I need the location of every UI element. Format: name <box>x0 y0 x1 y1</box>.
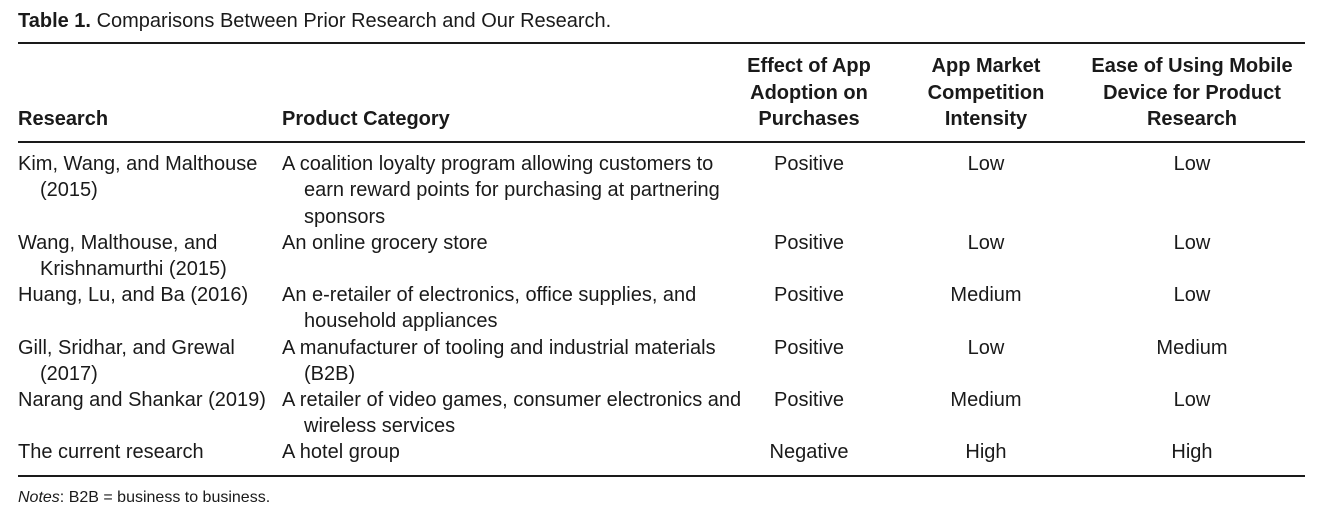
product-category-cell: A hotel group <box>282 441 400 463</box>
product-category-cell: An online grocery store <box>282 232 488 254</box>
ease-cell: High <box>1171 441 1213 463</box>
header-ease-of-mobile-research: Ease of Using Mobile Device for Product … <box>1091 55 1293 130</box>
effect-cell: Negative <box>769 441 849 463</box>
intensity-cell: Medium <box>950 389 1022 411</box>
research-cell: Narang and Shankar (2019) <box>18 389 266 411</box>
ease-cell: Low <box>1173 232 1211 254</box>
header-product-category: Product Category <box>282 108 450 130</box>
effect-cell: Positive <box>773 153 845 175</box>
notes-text: : B2B = business to business. <box>59 489 271 506</box>
intensity-cell: Medium <box>950 284 1022 306</box>
table-caption-label: Table 1. <box>18 10 91 32</box>
table-caption-text: Comparisons Between Prior Research and O… <box>96 10 612 32</box>
table-row: Huang, Lu, and Ba (2016) An e-retailer o… <box>0 282 1325 335</box>
research-cell: Kim, Wang, and Malthouse (2015) <box>18 153 258 202</box>
table-body: Kim, Wang, and Malthouse (2015) A coalit… <box>0 151 1325 467</box>
header-competition-intensity: App Market Competition Intensity <box>927 55 1045 130</box>
product-category-cell: A manufacturer of tooling and industrial… <box>282 337 716 386</box>
research-cell: Gill, Sridhar, and Grewal (2017) <box>18 337 235 386</box>
ease-cell: Medium <box>1156 337 1228 359</box>
table-notes: Notes: B2B = business to business. <box>18 487 270 509</box>
effect-cell: Positive <box>773 389 845 411</box>
ease-cell: Low <box>1173 389 1211 411</box>
table-caption: Table 1. Comparisons Between Prior Resea… <box>18 8 611 34</box>
effect-cell: Positive <box>773 232 845 254</box>
table-row: Wang, Malthouse, and Krishnamurthi (2015… <box>0 230 1325 282</box>
table-row: Gill, Sridhar, and Grewal (2017) A manuf… <box>0 335 1325 387</box>
table-top-rule <box>18 42 1305 44</box>
product-category-cell: An e-retailer of electronics, office sup… <box>282 284 697 333</box>
intensity-cell: High <box>965 441 1007 463</box>
intensity-cell: Low <box>967 232 1005 254</box>
effect-cell: Positive <box>773 337 845 359</box>
effect-cell: Positive <box>773 284 845 306</box>
product-category-cell: A retailer of video games, consumer elec… <box>282 389 742 438</box>
intensity-cell: Low <box>967 153 1005 175</box>
ease-cell: Low <box>1173 284 1211 306</box>
header-research: Research <box>18 108 109 130</box>
intensity-cell: Low <box>967 337 1005 359</box>
table-row: Kim, Wang, and Malthouse (2015) A coalit… <box>0 151 1325 230</box>
table-row: The current research A hotel group Negat… <box>0 439 1325 467</box>
product-category-cell: A coalition loyalty program allowing cus… <box>282 153 720 228</box>
notes-label: Notes <box>18 489 60 506</box>
table-header-rule <box>18 141 1305 143</box>
research-cell: Wang, Malthouse, and Krishnamurthi (2015… <box>18 232 227 281</box>
header-effect-of-app-adoption: Effect of App Adoption on Purchases <box>747 55 871 130</box>
ease-cell: Low <box>1173 153 1211 175</box>
table-bottom-rule <box>18 475 1305 477</box>
table-row: Narang and Shankar (2019) A retailer of … <box>0 387 1325 439</box>
research-cell: The current research <box>18 441 204 463</box>
research-cell: Huang, Lu, and Ba (2016) <box>18 284 249 306</box>
